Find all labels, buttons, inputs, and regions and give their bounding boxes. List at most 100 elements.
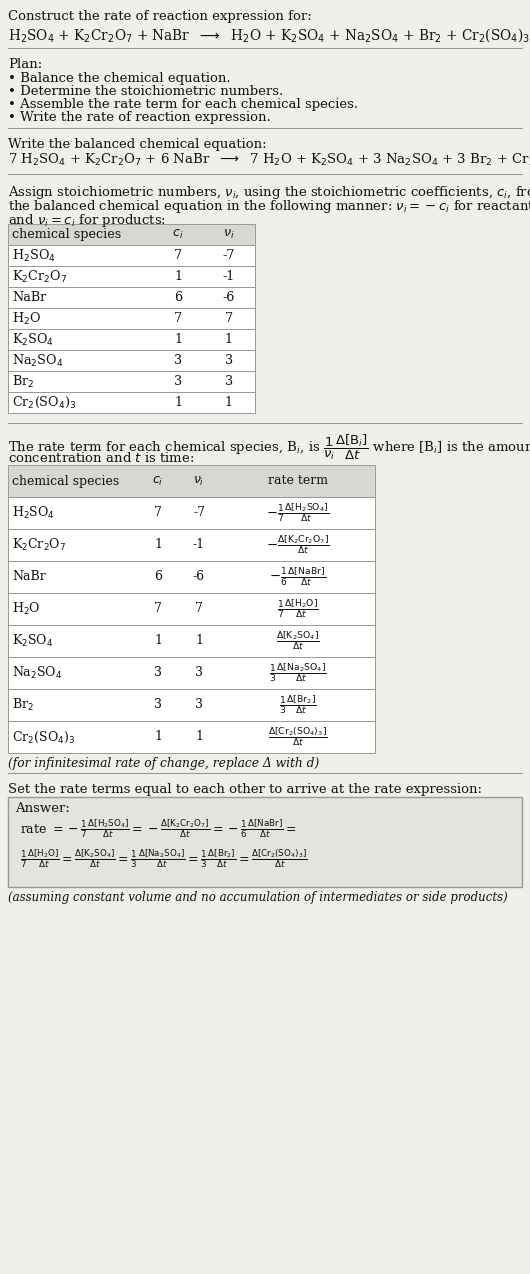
Text: H$_2$SO$_4$ + K$_2$Cr$_2$O$_7$ + NaBr  $\longrightarrow$  H$_2$O + K$_2$SO$_4$ +: H$_2$SO$_4$ + K$_2$Cr$_2$O$_7$ + NaBr $\… — [8, 25, 530, 43]
Bar — [8, 798, 522, 887]
Bar — [8, 561, 375, 592]
Text: Construct the rate of reaction expression for:: Construct the rate of reaction expressio… — [8, 10, 312, 23]
Text: K$_2$SO$_4$: K$_2$SO$_4$ — [12, 633, 54, 648]
Text: (assuming constant volume and no accumulation of intermediates or side products): (assuming constant volume and no accumul… — [8, 891, 508, 905]
Text: 6: 6 — [174, 290, 182, 304]
Text: $\nu_i$: $\nu_i$ — [193, 474, 205, 488]
Text: H$_2$SO$_4$: H$_2$SO$_4$ — [12, 505, 55, 521]
Text: H$_2$O: H$_2$O — [12, 601, 41, 617]
Text: -7: -7 — [193, 507, 205, 520]
Text: 1: 1 — [225, 333, 233, 347]
Text: 7: 7 — [225, 312, 233, 325]
Text: 1: 1 — [174, 333, 182, 347]
Text: rate $= -\frac{1}{7}\frac{\Delta[\mathrm{H_2SO_4}]}{\Delta t} = -\frac{\Delta[\m: rate $= -\frac{1}{7}\frac{\Delta[\mathrm… — [20, 817, 297, 840]
Text: $\frac{\Delta[\mathrm{K_2SO_4}]}{\Delta t}$: $\frac{\Delta[\mathrm{K_2SO_4}]}{\Delta … — [276, 629, 320, 652]
Text: 3: 3 — [225, 354, 233, 367]
Text: 7: 7 — [174, 312, 182, 325]
Text: 1: 1 — [225, 396, 233, 409]
Text: 3: 3 — [154, 698, 162, 711]
Text: Cr$_2$(SO$_4$)$_3$: Cr$_2$(SO$_4$)$_3$ — [12, 395, 76, 410]
Text: $\frac{1}{7}\frac{\Delta[\mathrm{H_2O}]}{\Delta t} = \frac{\Delta[\mathrm{K_2SO_: $\frac{1}{7}\frac{\Delta[\mathrm{H_2O}]}… — [20, 847, 308, 870]
Text: The rate term for each chemical species, B$_i$, is $\dfrac{1}{\nu_i}\dfrac{\Delt: The rate term for each chemical species,… — [8, 433, 530, 462]
Text: Set the rate terms equal to each other to arrive at the rate expression:: Set the rate terms equal to each other t… — [8, 784, 482, 796]
Text: 1: 1 — [174, 396, 182, 409]
Text: K$_2$SO$_4$: K$_2$SO$_4$ — [12, 331, 54, 348]
Text: Plan:: Plan: — [8, 59, 42, 71]
Bar — [8, 350, 255, 371]
Text: 1: 1 — [174, 270, 182, 283]
Text: • Write the rate of reaction expression.: • Write the rate of reaction expression. — [8, 111, 271, 124]
Text: $\nu_i$: $\nu_i$ — [223, 228, 235, 241]
Text: NaBr: NaBr — [12, 571, 46, 583]
Text: 1: 1 — [154, 730, 162, 744]
Text: $-\frac{1}{7}\frac{\Delta[\mathrm{H_2SO_4}]}{\Delta t}$: $-\frac{1}{7}\frac{\Delta[\mathrm{H_2SO_… — [266, 502, 329, 525]
Text: H$_2$SO$_4$: H$_2$SO$_4$ — [12, 247, 56, 264]
Bar — [8, 224, 255, 245]
Bar — [8, 392, 255, 413]
Text: Br$_2$: Br$_2$ — [12, 373, 34, 390]
Text: and $\nu_i = c_i$ for products:: and $\nu_i = c_i$ for products: — [8, 211, 166, 229]
Text: • Assemble the rate term for each chemical species.: • Assemble the rate term for each chemic… — [8, 98, 358, 111]
Bar — [8, 721, 375, 753]
Text: -1: -1 — [193, 539, 205, 552]
Bar — [8, 592, 375, 626]
Text: Cr$_2$(SO$_4$)$_3$: Cr$_2$(SO$_4$)$_3$ — [12, 730, 75, 744]
Text: 1: 1 — [154, 634, 162, 647]
Text: 6: 6 — [154, 571, 162, 583]
Bar — [8, 626, 375, 657]
Text: $-\frac{1}{6}\frac{\Delta[\mathrm{NaBr}]}{\Delta t}$: $-\frac{1}{6}\frac{\Delta[\mathrm{NaBr}]… — [269, 566, 326, 589]
Text: -7: -7 — [223, 248, 235, 262]
Text: 3: 3 — [174, 375, 182, 389]
Text: $\frac{1}{3}\frac{\Delta[\mathrm{Br_2}]}{\Delta t}$: $\frac{1}{3}\frac{\Delta[\mathrm{Br_2}]}… — [279, 693, 316, 716]
Text: concentration and $t$ is time:: concentration and $t$ is time: — [8, 451, 195, 465]
Bar — [8, 371, 255, 392]
Bar — [8, 308, 255, 329]
Text: $c_i$: $c_i$ — [152, 474, 164, 488]
Text: chemical species: chemical species — [12, 228, 121, 241]
Text: 3: 3 — [225, 375, 233, 389]
Text: 1: 1 — [195, 730, 203, 744]
Bar — [8, 689, 375, 721]
Text: 3: 3 — [195, 698, 203, 711]
Bar — [8, 497, 375, 529]
Text: 7: 7 — [154, 507, 162, 520]
Text: $\frac{1}{3}\frac{\Delta[\mathrm{Na_2SO_4}]}{\Delta t}$: $\frac{1}{3}\frac{\Delta[\mathrm{Na_2SO_… — [269, 661, 326, 684]
Text: the balanced chemical equation in the following manner: $\nu_i = -c_i$ for react: the balanced chemical equation in the fo… — [8, 197, 530, 215]
Text: Write the balanced chemical equation:: Write the balanced chemical equation: — [8, 138, 267, 152]
Text: (for infinitesimal rate of change, replace Δ with d): (for infinitesimal rate of change, repla… — [8, 757, 319, 769]
Text: 1: 1 — [154, 539, 162, 552]
Bar — [8, 329, 255, 350]
Text: K$_2$Cr$_2$O$_7$: K$_2$Cr$_2$O$_7$ — [12, 536, 66, 553]
Text: 3: 3 — [174, 354, 182, 367]
Text: Assign stoichiometric numbers, $\nu_i$, using the stoichiometric coefficients, $: Assign stoichiometric numbers, $\nu_i$, … — [8, 183, 530, 201]
Text: 7 H$_2$SO$_4$ + K$_2$Cr$_2$O$_7$ + 6 NaBr  $\longrightarrow$  7 H$_2$O + K$_2$SO: 7 H$_2$SO$_4$ + K$_2$Cr$_2$O$_7$ + 6 NaB… — [8, 152, 530, 167]
Text: -6: -6 — [193, 571, 205, 583]
Text: 3: 3 — [154, 666, 162, 679]
Text: 7: 7 — [174, 248, 182, 262]
Text: Na$_2$SO$_4$: Na$_2$SO$_4$ — [12, 353, 64, 368]
Text: $-\frac{\Delta[\mathrm{K_2Cr_2O_7}]}{\Delta t}$: $-\frac{\Delta[\mathrm{K_2Cr_2O_7}]}{\De… — [266, 534, 329, 557]
Text: NaBr: NaBr — [12, 290, 46, 304]
Text: Answer:: Answer: — [15, 803, 70, 815]
Text: Br$_2$: Br$_2$ — [12, 697, 34, 713]
Text: • Determine the stoichiometric numbers.: • Determine the stoichiometric numbers. — [8, 85, 283, 98]
Bar — [8, 529, 375, 561]
Text: 7: 7 — [154, 603, 162, 615]
Text: -1: -1 — [223, 270, 235, 283]
Text: $\frac{1}{7}\frac{\Delta[\mathrm{H_2O}]}{\Delta t}$: $\frac{1}{7}\frac{\Delta[\mathrm{H_2O}]}… — [277, 598, 319, 620]
Text: chemical species: chemical species — [12, 474, 119, 488]
Text: $\frac{\Delta[\mathrm{Cr_2(SO_4)_3}]}{\Delta t}$: $\frac{\Delta[\mathrm{Cr_2(SO_4)_3}]}{\D… — [268, 726, 328, 748]
Bar — [8, 657, 375, 689]
Text: H$_2$O: H$_2$O — [12, 311, 41, 326]
Text: 7: 7 — [195, 603, 203, 615]
Text: Na$_2$SO$_4$: Na$_2$SO$_4$ — [12, 665, 63, 682]
Bar — [8, 287, 255, 308]
Text: K$_2$Cr$_2$O$_7$: K$_2$Cr$_2$O$_7$ — [12, 269, 67, 284]
Text: • Balance the chemical equation.: • Balance the chemical equation. — [8, 73, 231, 85]
Text: $c_i$: $c_i$ — [172, 228, 184, 241]
Text: rate term: rate term — [268, 474, 328, 488]
Text: 1: 1 — [195, 634, 203, 647]
Text: -6: -6 — [223, 290, 235, 304]
Bar — [8, 465, 375, 497]
Bar — [8, 266, 255, 287]
